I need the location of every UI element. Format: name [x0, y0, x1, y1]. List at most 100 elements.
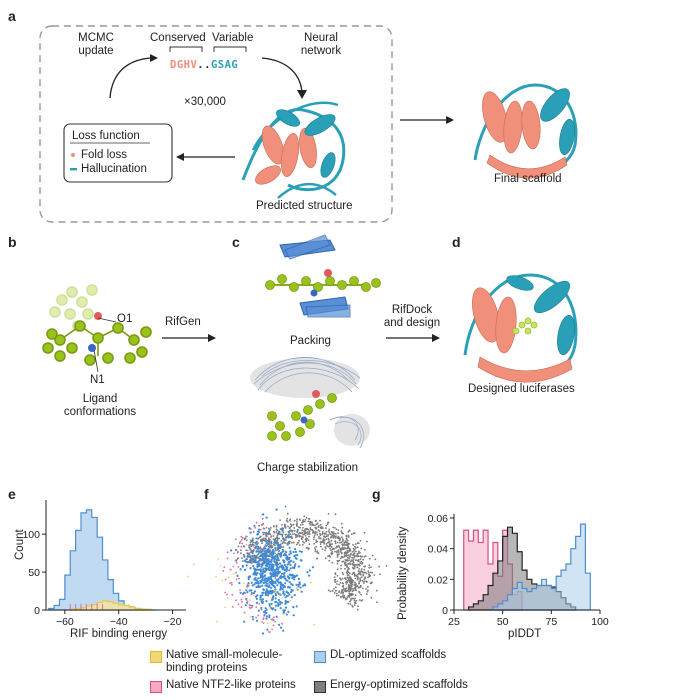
chart-f-point — [281, 524, 283, 526]
chart-f-point — [274, 551, 276, 553]
chart-f-point — [301, 543, 304, 546]
chart-f-point — [359, 539, 362, 542]
chart-f-point — [342, 560, 345, 563]
legend-swatch-pink — [150, 681, 162, 693]
chart-f-point — [334, 573, 337, 576]
chart-f-point — [216, 620, 218, 623]
chart-f-point — [343, 541, 346, 544]
chart-f-point — [328, 544, 331, 546]
chart-f-point — [315, 545, 318, 548]
chart-f-point — [311, 566, 314, 569]
chart-f-point — [290, 559, 293, 563]
chart-f-point — [318, 537, 321, 540]
chart-f-point — [349, 554, 352, 556]
chart-f-point — [283, 577, 286, 580]
chart-f-point — [276, 529, 279, 532]
chart-f-point — [320, 541, 322, 544]
chart-f-point — [336, 580, 339, 583]
chart-f-point — [293, 527, 296, 529]
chart-f-point — [280, 540, 283, 542]
chart-f-point — [358, 568, 360, 570]
chart-f-point — [279, 626, 283, 629]
chart-f-point — [268, 560, 271, 563]
chart-f-point — [260, 570, 263, 573]
chart-e-ytick-label: 50 — [28, 567, 40, 579]
chart-f-point — [282, 554, 285, 557]
chart-f-point — [231, 606, 234, 608]
chart-f-point — [282, 561, 285, 564]
chart-f-point — [258, 547, 261, 550]
chart-f-point — [265, 526, 268, 529]
designed-luciferase-protein — [463, 273, 578, 383]
chart-f-point — [299, 519, 301, 521]
chart-f-point — [306, 571, 309, 574]
chart-f-point — [307, 520, 310, 523]
chart-f-point — [250, 606, 253, 609]
chart-f-point — [325, 524, 328, 527]
chart-f-point — [289, 567, 292, 570]
chart-f-point — [289, 518, 292, 521]
chart-f-point — [340, 552, 343, 555]
chart-f-point — [294, 550, 297, 554]
chart-f-point — [335, 583, 338, 585]
chart-f-point — [272, 595, 275, 598]
chart-f-point — [283, 563, 286, 567]
chart-f-point — [285, 613, 288, 616]
chart-f-point — [245, 564, 248, 567]
chart-f-point — [286, 579, 289, 582]
chart-f-point — [314, 547, 316, 549]
chart-f-point — [295, 605, 298, 608]
chart-f-point — [346, 576, 349, 579]
chart-f-point — [368, 564, 371, 567]
chart-f-point — [268, 614, 271, 617]
chart-f-point — [349, 572, 351, 575]
chart-f-point — [379, 573, 381, 576]
chart-f-point — [249, 531, 252, 534]
chart-f-point — [327, 521, 329, 524]
chart-g-xtick-label: 25 — [448, 616, 460, 628]
chart-f-point — [261, 584, 264, 587]
chart-f-point — [288, 569, 291, 572]
chart-f-point — [361, 562, 364, 564]
panel-letter-e: e — [8, 486, 16, 502]
chart-f-point — [371, 554, 374, 557]
chart-f-point — [299, 535, 302, 538]
chart-f-point — [317, 552, 320, 555]
chart-f-point — [252, 564, 255, 568]
chart-f-point — [321, 527, 324, 529]
chart-f-point — [328, 531, 331, 534]
chart-f-point — [300, 550, 303, 554]
chart-f-point — [354, 565, 356, 568]
chart-f-point — [356, 608, 359, 611]
chart-f-point — [286, 543, 289, 546]
chart-f-point — [291, 584, 294, 587]
chart-f-point — [274, 562, 277, 566]
chart-f-point — [269, 572, 272, 575]
chart-f-point — [251, 615, 254, 618]
chart-f-point — [186, 575, 189, 578]
chart-f-point — [275, 567, 278, 570]
chart-f-point — [311, 528, 314, 531]
chart-f-point — [339, 538, 341, 541]
chart-f-point — [334, 542, 337, 545]
chart-f-point — [258, 564, 261, 567]
chart-f-point — [303, 541, 305, 544]
chart-f-point — [334, 586, 337, 589]
chart-f-point — [251, 584, 254, 587]
chart-f-point — [360, 570, 363, 573]
chart-f-point — [265, 531, 268, 535]
chart-f-point — [264, 552, 267, 555]
variable-bracket — [213, 46, 247, 52]
chart-f-point — [357, 577, 359, 580]
network-arrow — [261, 57, 303, 93]
chart-f-point — [229, 582, 231, 584]
designed-luciferases-label: Designed luciferases — [468, 383, 575, 395]
chart-f-point — [266, 628, 269, 631]
chart-f-point — [256, 572, 259, 575]
chart-f-point — [257, 530, 260, 534]
chart-f-point — [336, 568, 339, 571]
chart-f-point — [368, 557, 371, 560]
chart-f-point — [315, 527, 317, 530]
chart-f-point — [342, 586, 345, 588]
